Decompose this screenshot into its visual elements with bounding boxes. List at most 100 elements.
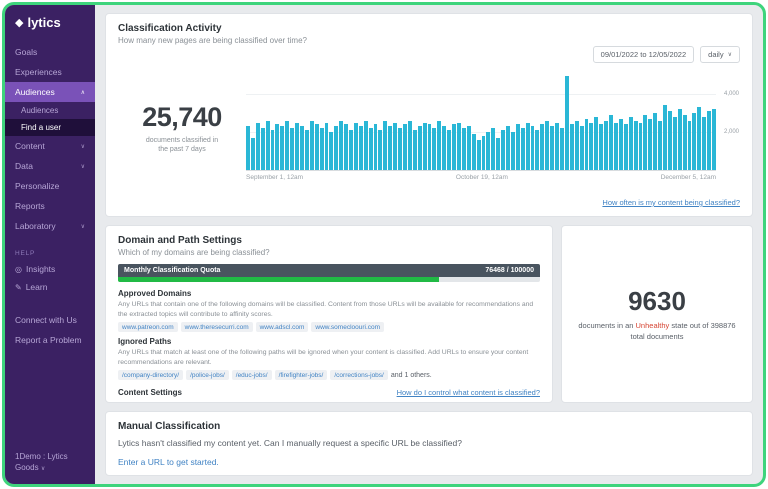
account-switcher[interactable]: 1Demo : Lytics Goods ∨ bbox=[5, 443, 95, 484]
sidebar-item-label: Find a user bbox=[21, 123, 62, 132]
caption-suffix: state out of 398876 total documents bbox=[630, 321, 736, 341]
chart-bar bbox=[672, 116, 677, 170]
approved-domain-chip[interactable]: www.theresecurri.com bbox=[180, 322, 253, 333]
quota-widget: Monthly Classification Quota 76468 / 100… bbox=[118, 264, 540, 282]
content-settings-row: Content Settings How do I control what c… bbox=[118, 385, 540, 399]
chart-bar bbox=[447, 130, 452, 170]
sidebar-item-label: Connect with Us bbox=[15, 315, 77, 325]
chevron-up-icon: ∧ bbox=[80, 89, 85, 96]
chevron-down-icon: ∨ bbox=[40, 466, 46, 473]
classification-bar-chart bbox=[246, 75, 716, 170]
card-title: Manual Classification bbox=[118, 421, 221, 432]
chart-bar bbox=[515, 124, 520, 170]
unhealthy-docs-caption: documents in an Unhealthy state out of 3… bbox=[577, 321, 737, 342]
granularity-value: daily bbox=[708, 50, 724, 59]
chart-bar bbox=[407, 120, 412, 170]
quota-label: Monthly Classification Quota bbox=[124, 267, 221, 274]
granularity-select[interactable]: daily ∨ bbox=[700, 46, 740, 63]
connect-with-us-link[interactable]: Connect with Us bbox=[5, 310, 95, 330]
report-a-problem-link[interactable]: Report a Problem bbox=[5, 330, 95, 350]
ignored-path-chip[interactable]: /company-directory/ bbox=[118, 370, 184, 381]
chart-bar bbox=[520, 128, 525, 170]
sidebar-subitem-audiences[interactable]: Audiences bbox=[5, 102, 95, 119]
sidebar: ◆ lytics Goals Experiences Audiences ∧ A… bbox=[5, 5, 95, 484]
chart-bar bbox=[471, 133, 476, 170]
chart-bar bbox=[285, 120, 290, 170]
chart-bar bbox=[255, 122, 260, 170]
brand-logo[interactable]: ◆ lytics bbox=[5, 5, 95, 42]
chart-bar bbox=[525, 122, 530, 170]
approved-domains-description: Any URLs that contain one of the followi… bbox=[118, 301, 534, 318]
sidebar-item-goals[interactable]: Goals bbox=[5, 42, 95, 62]
sidebar-item-label: Learn bbox=[25, 282, 48, 292]
manual-classification-description: Lytics hasn't classified my content yet.… bbox=[118, 438, 462, 448]
chart-bar bbox=[373, 124, 378, 170]
sidebar-item-reports[interactable]: Reports bbox=[5, 196, 95, 216]
sidebar-item-experiences[interactable]: Experiences bbox=[5, 62, 95, 82]
sidebar-item-learn[interactable]: ✎ Learn bbox=[5, 278, 95, 296]
sidebar-item-label: Insights bbox=[25, 264, 56, 274]
ignored-path-chip[interactable]: /corrections-jobs/ bbox=[330, 370, 388, 381]
sidebar-item-audiences[interactable]: Audiences ∧ bbox=[5, 82, 95, 102]
sidebar-item-label: Report a Problem bbox=[15, 335, 82, 345]
chart-bar bbox=[643, 114, 648, 170]
approved-domain-chip[interactable]: www.adscl.com bbox=[255, 322, 309, 333]
sidebar-item-label: Audiences bbox=[15, 87, 55, 97]
chart-bar bbox=[427, 124, 432, 170]
enter-url-link[interactable]: Enter a URL to get started. bbox=[118, 457, 219, 467]
ignored-path-chip[interactable]: /firefighter-jobs/ bbox=[274, 370, 328, 381]
document-health-card: 9630 documents in an Unhealthy state out… bbox=[561, 225, 753, 403]
sidebar-item-data[interactable]: Data ∨ bbox=[5, 156, 95, 176]
card-footer: How often is my content being classified… bbox=[602, 192, 740, 210]
chart-bar bbox=[378, 130, 383, 170]
sidebar-subitem-find-a-user[interactable]: Find a user bbox=[5, 119, 95, 136]
approved-domain-chip[interactable]: www.somecloouri.com bbox=[311, 322, 385, 333]
chart-bar bbox=[358, 126, 363, 170]
sidebar-item-content[interactable]: Content ∨ bbox=[5, 136, 95, 156]
ignored-path-chip[interactable]: /police-jobs/ bbox=[186, 370, 229, 381]
classification-activity-card: Classification Activity How many new pag… bbox=[105, 13, 753, 217]
chart-bar bbox=[437, 120, 442, 170]
chart-bar bbox=[383, 120, 388, 170]
chart-bar bbox=[461, 128, 466, 170]
chart-bar bbox=[246, 126, 250, 170]
chart-bar bbox=[368, 128, 373, 170]
caption-prefix: documents in an bbox=[578, 321, 636, 330]
chart-bar bbox=[329, 132, 334, 170]
gridline-4000: 4,000 bbox=[246, 91, 739, 97]
ignored-path-chip[interactable]: /educ-jobs/ bbox=[231, 370, 272, 381]
chart-bar bbox=[658, 120, 663, 170]
classified-docs-caption: documents classified in the past 7 days bbox=[145, 136, 219, 153]
sidebar-item-label: Experiences bbox=[15, 67, 62, 77]
how-often-classified-link[interactable]: How often is my content being classified… bbox=[602, 198, 740, 207]
chart-bar bbox=[304, 130, 309, 170]
main-content: Classification Activity How many new pag… bbox=[95, 5, 763, 484]
chart-bar bbox=[265, 120, 270, 170]
chart-bar bbox=[481, 135, 486, 170]
chart-bar bbox=[682, 114, 687, 170]
chart-bar bbox=[506, 126, 510, 170]
chart-bar bbox=[584, 118, 589, 170]
chevron-down-icon: ∨ bbox=[727, 52, 732, 58]
how-control-content-link[interactable]: How do I control what content is classif… bbox=[396, 387, 540, 397]
approved-domain-chip[interactable]: www.patreon.com bbox=[118, 322, 178, 333]
sidebar-item-insights[interactable]: ◎ Insights bbox=[5, 260, 95, 278]
ignored-paths-heading: Ignored Paths bbox=[118, 337, 172, 347]
chart-bar bbox=[442, 126, 447, 170]
chart-bar bbox=[633, 120, 638, 170]
sidebar-item-laboratory[interactable]: Laboratory ∨ bbox=[5, 216, 95, 236]
help-section-heading: HELP bbox=[15, 250, 36, 257]
activity-body: 25,740 documents classified in the past … bbox=[118, 75, 740, 181]
sidebar-item-personalize[interactable]: Personalize bbox=[5, 176, 95, 196]
chart-bar bbox=[692, 113, 697, 170]
chart-bar bbox=[677, 109, 682, 170]
domain-path-settings-card: Domain and Path Settings Which of my dom… bbox=[105, 225, 553, 403]
x-tick-label: December 5, 12am bbox=[660, 174, 716, 181]
date-range-picker[interactable]: 09/01/2022 to 12/05/2022 bbox=[592, 46, 695, 63]
graduation-cap-icon: ✎ bbox=[15, 282, 22, 292]
x-tick-label: September 1, 12am bbox=[246, 174, 304, 181]
chart-bar bbox=[687, 120, 692, 170]
account-name-line1: 1Demo : Lytics bbox=[15, 451, 68, 461]
sidebar-item-label: Laboratory bbox=[15, 221, 56, 231]
